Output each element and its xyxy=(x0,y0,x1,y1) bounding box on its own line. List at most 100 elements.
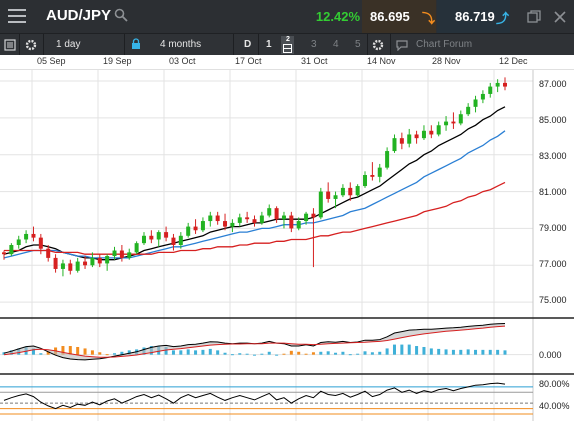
buy-price-button[interactable]: 86.719 ⤴ xyxy=(437,0,510,33)
candle-body xyxy=(105,256,110,264)
gear-icon[interactable] xyxy=(372,39,384,51)
search-icon[interactable] xyxy=(114,8,128,22)
macd-histogram-bar xyxy=(46,351,50,355)
macd-histogram-bar xyxy=(186,349,190,355)
macd-histogram-bar xyxy=(135,349,139,355)
chat-bubble-icon[interactable] xyxy=(396,40,408,51)
candle-body xyxy=(348,187,353,196)
change-percent: 12.42% xyxy=(315,9,360,24)
date-tick: 17 Oct xyxy=(235,56,262,66)
candle-body xyxy=(473,99,478,107)
layout-2-label: 2 xyxy=(286,36,290,43)
interval-selector[interactable]: 1 day xyxy=(56,39,81,50)
macd-panel xyxy=(0,323,533,361)
sell-price-button[interactable]: 86.695 ⤵ xyxy=(362,0,436,33)
macd-histogram-bar xyxy=(164,346,168,355)
macd-histogram-bar xyxy=(120,351,124,355)
chart-type-button[interactable]: D xyxy=(244,39,252,50)
macd-histogram-bar xyxy=(356,353,360,355)
candle-body xyxy=(392,138,397,152)
date-axis: 05 Sep 19 Sep 03 Oct 17 Oct 31 Oct 14 No… xyxy=(0,55,574,70)
top-bar: AUD/JPY 12.42% 86.695 ⤵ 86.719 ⤴ xyxy=(0,0,574,33)
gear-icon[interactable] xyxy=(25,39,37,51)
macd-histogram-bar xyxy=(113,353,117,355)
candle-body xyxy=(333,195,338,199)
lock-icon[interactable] xyxy=(131,38,141,50)
macd-histogram-bar xyxy=(474,349,478,355)
candle-body xyxy=(68,263,73,271)
layout-5-button[interactable]: 5 xyxy=(355,39,361,50)
buy-price: 86.719 xyxy=(455,9,495,24)
candle-body xyxy=(230,222,235,227)
chart-forum-link[interactable]: Chart Forum xyxy=(416,39,473,50)
macd-histogram-bar xyxy=(392,344,396,355)
down-arrow-icon: ⤵ xyxy=(422,11,436,26)
indicator-lines xyxy=(3,106,506,261)
macd-histogram-bar xyxy=(289,350,293,355)
candle-body xyxy=(53,257,58,269)
layout-3-button[interactable]: 3 xyxy=(311,39,317,50)
candle-body xyxy=(200,221,205,231)
candle-body xyxy=(31,233,36,238)
layout-4-button[interactable]: 4 xyxy=(333,39,339,50)
date-tick: 05 Sep xyxy=(37,56,66,66)
price-tick: 75.000 xyxy=(539,295,567,305)
restore-window-icon[interactable] xyxy=(527,10,541,24)
macd-line xyxy=(3,323,506,361)
macd-histogram-bar xyxy=(429,348,433,355)
macd-histogram-bar xyxy=(363,351,367,355)
candle-body xyxy=(458,114,463,124)
candle-body xyxy=(370,175,375,177)
range-selector[interactable]: 4 months xyxy=(160,39,202,50)
candle-body xyxy=(451,121,456,124)
candle-body xyxy=(267,208,272,216)
price-tick: 77.000 xyxy=(539,259,567,269)
macd-histogram-bar xyxy=(304,353,308,355)
macd-histogram-bar xyxy=(68,346,72,355)
macd-histogram-bar xyxy=(223,352,227,355)
candle-body xyxy=(444,121,449,126)
macd-histogram-bar xyxy=(267,351,271,355)
macd-histogram-bar xyxy=(24,346,28,355)
layout-2-button[interactable]: 2 xyxy=(281,36,294,54)
date-tick: 19 Sep xyxy=(103,56,132,66)
macd-histogram-bar xyxy=(488,349,492,355)
hamburger-menu-icon[interactable] xyxy=(8,9,26,23)
macd-histogram-bar xyxy=(496,349,500,355)
macd-histogram-bar xyxy=(230,354,234,356)
close-icon[interactable] xyxy=(553,10,567,24)
macd-histogram-bar xyxy=(54,347,58,355)
candle-body xyxy=(16,239,21,245)
macd-histogram-bar xyxy=(319,351,323,355)
candle-body xyxy=(178,235,183,245)
macd-histogram-bar xyxy=(348,354,352,356)
date-tick: 03 Oct xyxy=(169,56,196,66)
macd-histogram-bar xyxy=(451,349,455,355)
macd-histogram-bar xyxy=(282,353,286,355)
macd-histogram-bar xyxy=(481,349,485,355)
candle-body xyxy=(385,151,390,168)
price-tick: 79.000 xyxy=(539,223,567,233)
date-tick: 14 Nov xyxy=(367,56,396,66)
macd-histogram-bar xyxy=(407,344,411,355)
macd-histogram-bar xyxy=(245,353,249,355)
candle-body xyxy=(237,217,242,223)
candle-body xyxy=(495,82,500,87)
moving-average-line-1 xyxy=(3,106,506,261)
chart-toolbar: 1 day 4 months D 1 2 3 4 5 Chart Forum xyxy=(0,33,574,56)
instrument-symbol[interactable]: AUD/JPY xyxy=(46,7,112,24)
macd-histogram-bar xyxy=(194,350,198,355)
macd-histogram-bar xyxy=(444,349,448,355)
macd-histogram-bar xyxy=(105,354,109,356)
chart-menu-icon[interactable] xyxy=(4,39,16,51)
candle-body xyxy=(215,215,220,222)
candle-body xyxy=(2,252,6,255)
candle-body xyxy=(377,167,382,177)
macd-histogram-bar xyxy=(127,350,131,355)
candle-body xyxy=(252,219,257,223)
macd-histogram-bar xyxy=(238,353,242,355)
candlesticks xyxy=(2,77,507,277)
moving-average-line-3 xyxy=(4,181,506,255)
layout-1-button[interactable]: 1 xyxy=(266,39,272,50)
candle-body xyxy=(97,257,102,264)
